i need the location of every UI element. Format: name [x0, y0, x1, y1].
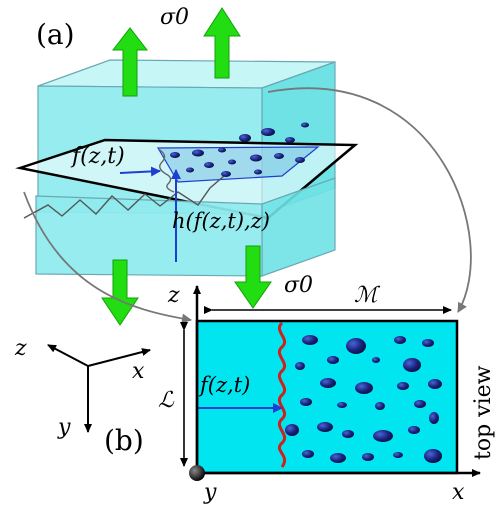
panel-b: z x y ℳ ℒ f(z,t) (b) top view — [104, 283, 495, 505]
inclusions-b — [285, 335, 442, 463]
front-arrow-a — [119, 166, 161, 177]
width-label: ℳ — [354, 283, 381, 308]
origin-ball — [189, 465, 205, 481]
tension-arrows-down — [101, 245, 272, 326]
axis-y-label: y — [203, 480, 217, 505]
front-label-b: f(z,t) — [198, 373, 250, 397]
triad-x-label: x — [132, 359, 145, 384]
block-crack-line — [23, 175, 225, 219]
triad-x-axis — [87, 348, 151, 367]
height-label-a: h(f(z,t),z) — [172, 209, 270, 233]
front-label-a: f(z,t) — [70, 144, 125, 169]
panel-b-label: (b) — [104, 424, 144, 457]
sigma-top-label: σ0 — [160, 5, 189, 30]
front-line-a — [159, 149, 175, 193]
lower-block — [35, 177, 336, 277]
top-view-label: top view — [471, 365, 495, 460]
coordinate-triad — [47, 344, 151, 433]
tension-arrows-up — [111, 7, 241, 97]
sigma-bottom-label: σ0 — [284, 273, 313, 298]
height-label: ℒ — [158, 388, 175, 413]
panel-a-label: (a) — [36, 18, 75, 51]
inclusions-a — [170, 122, 309, 177]
axis-z-label: z — [167, 283, 180, 308]
triad-z-label: z — [14, 336, 27, 361]
axis-x-label: x — [452, 480, 465, 505]
crack-front — [277, 321, 287, 468]
panel-a: (a) σ0 f(z,t) h(f(z,t),z) — [15, 5, 359, 326]
triad-y-label: y — [57, 415, 71, 440]
top-view-sample — [195, 319, 459, 475]
triad-z-axis — [47, 344, 89, 367]
projection-arrow-1 — [267, 87, 472, 313]
projection-arrow-2 — [23, 191, 192, 324]
